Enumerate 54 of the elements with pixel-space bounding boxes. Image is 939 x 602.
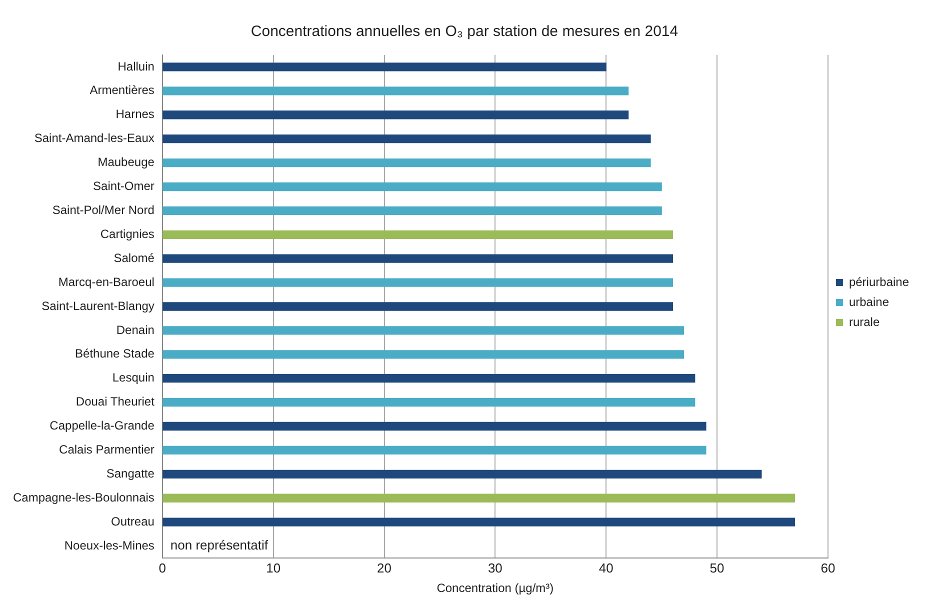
x-tick-label: 50	[710, 560, 724, 576]
y-tick-label: Salomé	[114, 250, 155, 265]
bar	[162, 254, 673, 263]
bar	[162, 518, 796, 526]
bar	[162, 134, 651, 144]
x-tick-label: 10	[266, 560, 281, 576]
annotation: non représentatif	[170, 538, 268, 553]
bar	[162, 350, 684, 359]
y-tick-label: Outreau	[111, 514, 154, 528]
bar	[162, 230, 673, 239]
bar	[162, 398, 696, 407]
y-tick-label: Douai Theuriet	[76, 394, 156, 409]
bar	[162, 494, 796, 502]
y-tick-label: Saint-Pol/Mer Nord	[52, 203, 154, 218]
y-tick-label: Armentières	[90, 83, 154, 98]
bar	[162, 446, 706, 455]
y-tick-label: Cappelle-la-Grande	[50, 418, 155, 433]
y-tick-label: Cartignies	[100, 226, 154, 241]
bar	[162, 302, 673, 311]
y-tick-label: Saint-Omer	[93, 179, 154, 194]
bar	[162, 86, 629, 96]
legend-label: périurbaine	[848, 274, 910, 289]
y-tick-label: Campagne-les-Boulonnais	[12, 490, 154, 504]
y-tick-label: Sangatte	[106, 466, 155, 480]
bar	[162, 110, 629, 120]
x-tick-label: 0	[158, 560, 166, 576]
y-tick-label: Saint-Laurent-Blangy	[42, 298, 154, 313]
y-tick-label: Halluin	[118, 59, 154, 74]
y-tick-label: Marcq-en-Baroeul	[58, 274, 154, 289]
legend-label: urbaine	[848, 294, 890, 309]
y-tick-label: Lesquin	[112, 370, 154, 385]
bar	[162, 374, 696, 383]
chart-title: Concentrations annuelles en O₃ par station de mesures en 2014	[250, 23, 678, 40]
y-tick-label: Béthune Stade	[75, 346, 155, 361]
y-tick-label: Maubeuge	[98, 155, 155, 170]
x-tick-label: 30	[488, 560, 502, 576]
y-tick-label: Denain	[116, 322, 154, 337]
bar	[162, 422, 706, 431]
y-tick-label: Calais Parmentier	[59, 442, 154, 457]
bar	[162, 206, 662, 216]
y-tick-label: Saint-Amand-les-Eaux	[34, 131, 154, 146]
x-tick-label: 60	[820, 560, 836, 576]
legend-label: rurale	[848, 314, 880, 329]
y-tick-label: Noeux-les-Mines	[64, 538, 154, 552]
bar	[162, 278, 673, 287]
bar	[162, 62, 606, 72]
bar	[162, 470, 762, 478]
bar	[162, 326, 684, 335]
y-tick-label: Harnes	[116, 107, 154, 122]
bar	[162, 158, 651, 168]
x-axis-title: Concentration (µg/m³)	[436, 581, 554, 596]
bar	[162, 182, 662, 192]
x-tick-label: 40	[598, 560, 614, 576]
x-tick-label: 20	[377, 560, 392, 576]
